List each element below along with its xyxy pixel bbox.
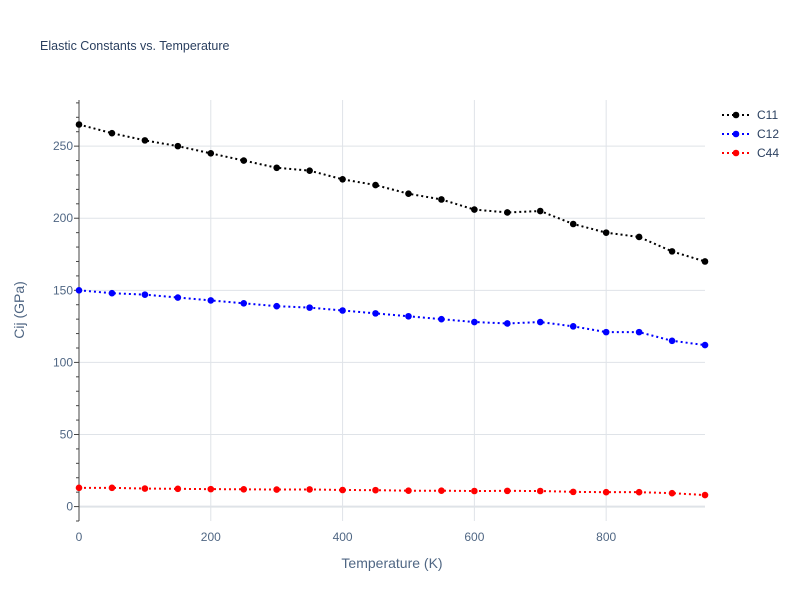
series-line xyxy=(78,289,706,347)
legend-label: C44 xyxy=(757,146,779,160)
data-point xyxy=(602,488,610,496)
x-tick-label: 0 xyxy=(76,530,83,544)
y-tick-label: 0 xyxy=(66,500,73,514)
legend: C11 C12 C44 xyxy=(722,108,779,160)
data-point xyxy=(141,291,149,298)
tick-labels: 0 200 400 600 800 0 50 100 150 200 250 xyxy=(53,139,617,544)
legend-swatch-marker xyxy=(732,130,740,138)
x-tick-label: 200 xyxy=(201,530,221,544)
x-tick-label: 400 xyxy=(333,530,353,544)
data-point xyxy=(141,137,149,144)
data-point xyxy=(701,491,709,499)
x-tick-label: 600 xyxy=(464,530,484,544)
data-point xyxy=(240,157,248,164)
data-point xyxy=(438,487,445,495)
data-point xyxy=(306,167,313,174)
x-tick-label: 800 xyxy=(596,530,616,544)
data-point xyxy=(75,121,83,128)
series-lines xyxy=(75,121,709,499)
data-point xyxy=(273,486,280,493)
data-point xyxy=(438,315,445,323)
legend-label: C12 xyxy=(757,127,779,141)
data-point xyxy=(108,129,116,137)
data-point xyxy=(108,289,116,297)
data-point xyxy=(569,488,577,496)
data-point xyxy=(668,337,676,345)
data-point xyxy=(602,328,610,336)
data-point xyxy=(504,320,511,327)
data-point xyxy=(668,248,676,255)
data-point xyxy=(635,328,643,336)
data-point xyxy=(372,310,379,317)
series-C44 xyxy=(75,484,709,499)
chart-title: Elastic Constants vs. Temperature xyxy=(40,39,229,53)
y-tick-label: 250 xyxy=(53,139,73,153)
data-point xyxy=(471,206,478,213)
data-point xyxy=(273,164,280,172)
data-point xyxy=(174,142,182,150)
data-point xyxy=(273,302,280,310)
axes xyxy=(74,100,80,522)
y-tick-label: 100 xyxy=(53,355,73,369)
data-point xyxy=(339,307,346,314)
data-point xyxy=(75,287,83,294)
data-point xyxy=(306,486,313,493)
legend-swatch-marker xyxy=(732,111,740,119)
data-point xyxy=(635,233,643,241)
data-point xyxy=(240,299,248,307)
x-axis-title: Temperature (K) xyxy=(341,555,442,571)
legend-item-C44[interactable]: C44 xyxy=(722,146,779,160)
data-point xyxy=(471,487,478,495)
data-point xyxy=(372,486,379,494)
data-point xyxy=(536,318,544,326)
data-point xyxy=(207,297,215,304)
data-point xyxy=(536,487,544,495)
data-point xyxy=(141,485,149,492)
data-point xyxy=(569,323,577,330)
data-point xyxy=(536,207,544,215)
data-point xyxy=(471,318,478,326)
data-point xyxy=(569,220,577,228)
series-line xyxy=(79,486,706,497)
data-point xyxy=(405,190,412,198)
series-line xyxy=(78,123,706,263)
legend-swatch-marker xyxy=(732,149,740,157)
data-point xyxy=(339,175,346,183)
legend-label: C11 xyxy=(757,108,778,122)
data-point xyxy=(405,312,412,320)
data-point xyxy=(602,229,610,236)
data-point xyxy=(174,485,182,493)
data-point xyxy=(207,150,215,157)
data-point xyxy=(240,485,248,493)
gridlines xyxy=(79,100,705,521)
y-tick-label: 50 xyxy=(60,427,74,441)
data-point xyxy=(405,487,412,495)
data-point xyxy=(668,489,676,497)
data-point xyxy=(207,485,215,493)
data-point xyxy=(75,484,83,492)
data-point xyxy=(174,294,182,301)
data-point xyxy=(108,484,116,492)
data-point xyxy=(306,304,313,311)
data-point xyxy=(635,488,643,496)
data-point xyxy=(701,341,709,349)
y-tick-label: 200 xyxy=(53,211,73,225)
series-C12 xyxy=(75,287,709,349)
data-point xyxy=(372,181,379,189)
data-point xyxy=(504,487,511,495)
legend-item-C12[interactable]: C12 xyxy=(722,127,779,141)
series-C11 xyxy=(75,121,709,265)
y-axis-title: Cij (GPa) xyxy=(11,281,27,339)
data-point xyxy=(701,258,709,265)
data-point xyxy=(504,209,511,216)
y-tick-label: 150 xyxy=(53,283,73,297)
data-point xyxy=(438,196,445,203)
data-point xyxy=(339,486,346,494)
legend-item-C11[interactable]: C11 xyxy=(722,108,778,122)
